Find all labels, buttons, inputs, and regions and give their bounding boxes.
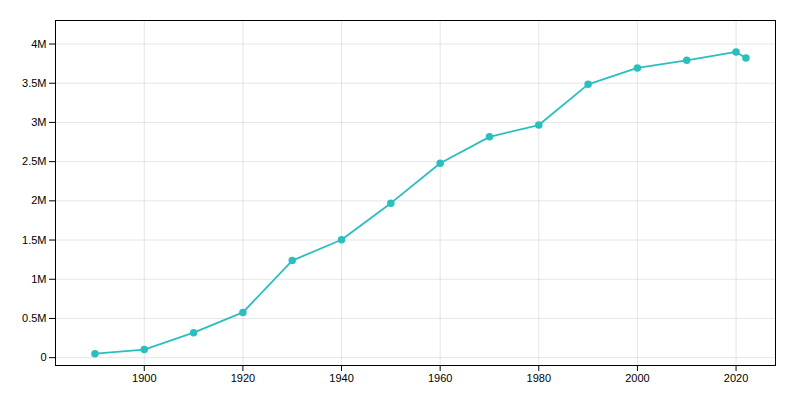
svg-text:1940: 1940 — [329, 372, 353, 384]
svg-text:2M: 2M — [31, 194, 46, 206]
svg-text:1980: 1980 — [527, 372, 551, 384]
svg-text:3M: 3M — [31, 116, 46, 128]
svg-text:1.5M: 1.5M — [22, 234, 46, 246]
svg-text:2020: 2020 — [724, 372, 748, 384]
svg-text:1960: 1960 — [428, 372, 452, 384]
svg-text:1920: 1920 — [231, 372, 255, 384]
svg-text:1M: 1M — [31, 273, 46, 285]
svg-text:4M: 4M — [31, 38, 46, 50]
svg-text:1900: 1900 — [132, 372, 156, 384]
svg-text:0.5M: 0.5M — [22, 312, 46, 324]
svg-text:2.5M: 2.5M — [22, 155, 46, 167]
svg-text:2000: 2000 — [625, 372, 649, 384]
svg-text:3.5M: 3.5M — [22, 77, 46, 89]
svg-text:0: 0 — [40, 351, 46, 363]
